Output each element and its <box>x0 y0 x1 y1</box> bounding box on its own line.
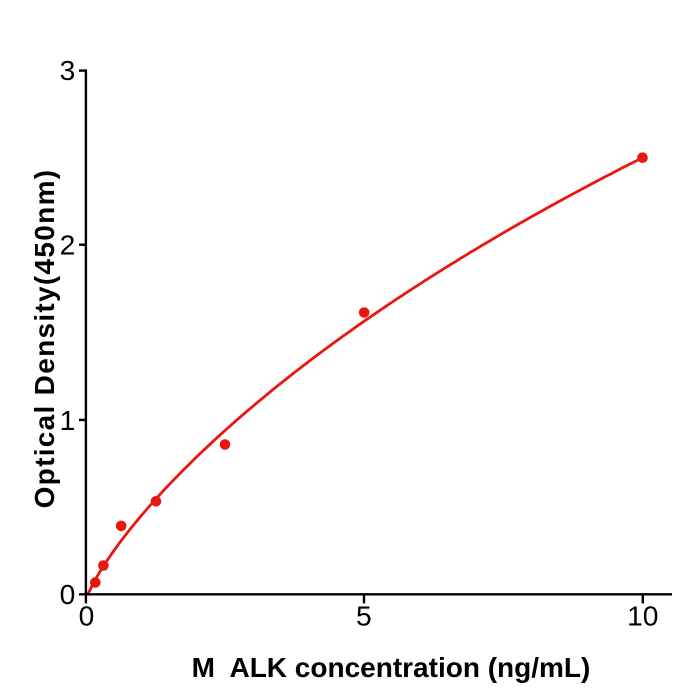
svg-text:3: 3 <box>60 54 76 86</box>
svg-text:2: 2 <box>60 229 76 261</box>
svg-text:10: 10 <box>627 599 658 631</box>
svg-text:Optical Density(450nm): Optical Density(450nm) <box>29 169 60 509</box>
svg-text:1: 1 <box>60 404 76 436</box>
svg-text:M ALK concentration (ng/mL): M ALK concentration (ng/mL) <box>192 652 591 683</box>
svg-text:0: 0 <box>60 578 76 610</box>
svg-text:5: 5 <box>356 599 372 631</box>
svg-text:0: 0 <box>79 599 95 631</box>
